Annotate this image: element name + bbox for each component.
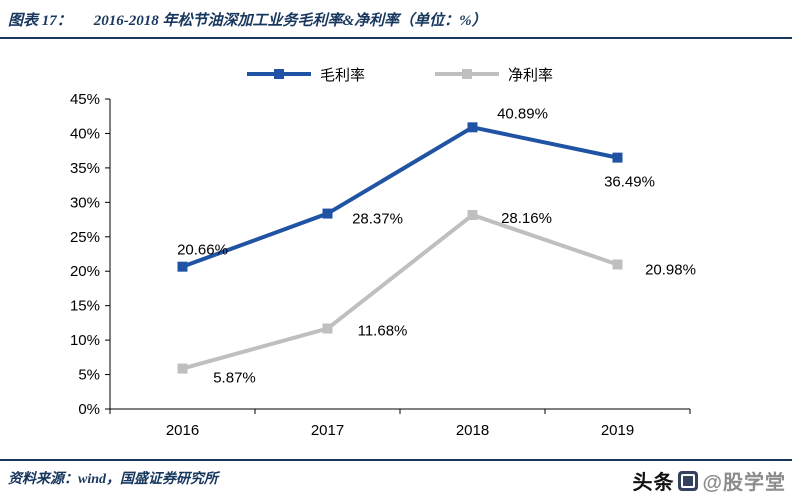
x-axis-label: 2018 [456, 422, 489, 439]
series-line-0 [181, 125, 618, 269]
watermark-account: @股学堂 [702, 472, 786, 494]
line-chart-svg: 0% 5% 10% 15% 20% 25% 30% 35% 40% 45% 2016 2017 2018… [70, 91, 696, 439]
data-label: 28.37% [352, 211, 403, 228]
y-axis-label: 15% [70, 298, 100, 315]
source-text: 资料来源：wind，国盛证券研究所 [8, 472, 219, 487]
watermark: 头条 @股学堂 [632, 466, 786, 495]
y-axis-label: 0% [78, 401, 100, 418]
toutiao-logo-icon [678, 470, 699, 491]
data-point-marker [322, 323, 333, 334]
y-axis-label: 10% [70, 332, 100, 349]
legend-line-swatch [246, 69, 311, 79]
data-label: 28.16% [501, 210, 552, 227]
y-axis-label: 25% [70, 229, 100, 246]
x-axis-label: 2019 [601, 422, 634, 439]
data-label: 36.49% [604, 174, 655, 191]
data-label: 20.66% [177, 242, 228, 259]
data-point-marker [467, 122, 478, 133]
source-footer: 资料来源：wind，国盛证券研究所 [0, 459, 792, 498]
data-point-marker [177, 261, 188, 272]
data-point-marker [177, 363, 188, 374]
legend-item-net-margin: 净利率 [435, 64, 553, 85]
legend-label: 毛利率 [319, 66, 365, 84]
chart-header: 图表 17： 2016-2018 年松节油深加工业务毛利率&净利率（单位：%） [0, 0, 792, 39]
chart-section: 毛利率 净利率 0% 5% 10% 15% 20% 25% 30% 35% 40% 45% 2016… [0, 63, 792, 443]
data-point-marker [612, 152, 623, 163]
y-axis-label: 35% [70, 160, 100, 177]
y-axis-label: 40% [70, 125, 100, 142]
chart-number-label: 图表 17： [8, 13, 72, 29]
legend-square-marker [273, 69, 284, 79]
data-label: 11.68% [358, 323, 408, 340]
data-point-marker [322, 208, 333, 219]
y-axis-label: 30% [70, 194, 100, 211]
y-axis-label: 20% [70, 263, 100, 280]
legend-label: 净利率 [508, 66, 554, 84]
chart-legend: 毛利率 净利率 [110, 63, 690, 85]
y-axis-label: 5% [78, 367, 100, 384]
x-axis-label: 2017 [311, 422, 344, 439]
data-label: 20.98% [645, 261, 696, 278]
chart-title: 2016-2018 年松节油深加工业务毛利率&净利率（单位：%） [93, 13, 487, 29]
data-label: 5.87% [213, 370, 256, 387]
legend-item-gross-margin: 毛利率 [246, 64, 365, 85]
data-label: 40.89% [497, 105, 548, 122]
y-axis-label: 45% [70, 91, 100, 108]
x-axis-label: 2016 [166, 422, 199, 439]
legend-square-marker [462, 69, 472, 79]
data-point-marker [467, 210, 478, 221]
data-point-marker [612, 259, 623, 270]
watermark-prefix: 头条 [632, 472, 675, 494]
legend-line-swatch [435, 69, 499, 79]
series-line-1 [181, 212, 619, 371]
